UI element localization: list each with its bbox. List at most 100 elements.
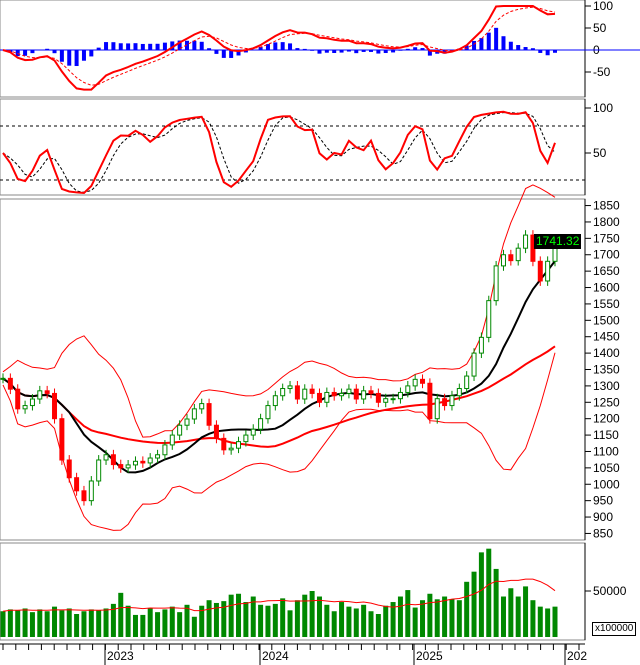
- candle-body: [508, 254, 514, 262]
- macd-histogram-bar: [346, 50, 351, 52]
- price-axis-1750-label: 1750: [593, 231, 620, 245]
- price-axis-1550-label: 1550: [593, 297, 620, 311]
- volume-bar: [265, 605, 271, 637]
- macd-histogram-bar: [427, 50, 432, 56]
- macd-histogram-bar: [405, 48, 410, 50]
- x-axis-label-202: 202: [567, 649, 587, 663]
- candle-body: [442, 398, 448, 407]
- macd-histogram-bar: [273, 42, 278, 50]
- macd-histogram-bar: [530, 48, 535, 50]
- candle-body: [7, 377, 13, 390]
- volume-bar: [464, 581, 470, 637]
- candle-body: [88, 480, 94, 502]
- volume-bar: [434, 599, 440, 637]
- volume-bar: [243, 602, 249, 637]
- price-axis-1150-label: 1150: [593, 428, 619, 442]
- macd-histogram-bar: [111, 42, 116, 50]
- x-axis-label-2023: 2023: [107, 649, 134, 663]
- volume-bar: [456, 600, 462, 637]
- macd-histogram-bar: [81, 50, 86, 61]
- volume-bar: [206, 600, 212, 637]
- macd-histogram-bar: [59, 50, 64, 62]
- price-axis-850-label: 850: [593, 526, 613, 540]
- volume-bar: [0, 611, 6, 637]
- volume-bar: [383, 605, 389, 637]
- candle-body: [250, 428, 256, 436]
- x-axis-label-2025: 2025: [416, 649, 443, 663]
- candle-body: [44, 390, 50, 394]
- volume-bar: [530, 600, 536, 637]
- volume-bar: [88, 609, 94, 637]
- macd-histogram-bar: [89, 50, 94, 57]
- volume-bar: [346, 606, 352, 637]
- volume-bar: [478, 552, 484, 637]
- macd-histogram-bar: [413, 47, 418, 50]
- volume-bar: [339, 602, 345, 637]
- macd-histogram-bar: [199, 41, 204, 50]
- volume-bar: [177, 612, 183, 637]
- ma-fast-line: [2, 260, 556, 474]
- macd-histogram-bar: [523, 47, 528, 50]
- macd-histogram-bar: [295, 48, 300, 50]
- candle-body: [390, 398, 396, 401]
- macd-histogram-bar: [553, 50, 557, 53]
- volume-bar: [162, 609, 168, 637]
- candle-body: [140, 460, 146, 464]
- price-axis-1000-label: 1000: [593, 477, 620, 491]
- volume-bar: [110, 603, 116, 637]
- candle-body: [449, 395, 455, 407]
- macd-histogram-bar: [133, 43, 138, 50]
- macd-histogram-bar: [104, 42, 109, 50]
- macd-histogram-bar: [472, 40, 477, 50]
- candle-body: [331, 391, 337, 397]
- volume-bar: [331, 611, 337, 637]
- candle-body: [420, 378, 426, 384]
- macd-axis--50-label: -50: [593, 65, 611, 79]
- panel-frame-2: [0, 198, 586, 541]
- macd-histogram-bar: [162, 42, 167, 50]
- candle-body: [81, 490, 87, 502]
- macd-histogram-bar: [288, 43, 293, 50]
- macd-histogram-bar: [140, 43, 145, 50]
- volume-bar: [493, 568, 499, 637]
- macd-histogram-bar: [324, 50, 329, 53]
- price-axis-1650-label: 1650: [593, 264, 620, 278]
- volume-bar: [66, 608, 72, 637]
- price-axis-1100-label: 1100: [593, 444, 619, 458]
- macd-histogram-bar: [243, 50, 248, 53]
- candle-body: [52, 392, 58, 420]
- volume-bar: [140, 614, 146, 637]
- macd-histogram-bar: [302, 48, 307, 50]
- volume-bar: [442, 596, 448, 637]
- volume-bar: [37, 609, 43, 637]
- volume-bar: [500, 596, 506, 637]
- volume-bar: [272, 603, 278, 637]
- volume-bar: [7, 609, 13, 637]
- volume-bar: [236, 593, 242, 637]
- candle-body: [353, 388, 359, 400]
- macd-histogram-bar: [74, 50, 79, 67]
- x-axis-label-2024: 2024: [262, 649, 289, 663]
- volume-bar: [361, 604, 367, 637]
- price-axis-900-label: 900: [593, 510, 613, 524]
- candle-body: [103, 454, 109, 461]
- macd-histogram-bar: [376, 50, 381, 54]
- volume-bar: [287, 610, 293, 637]
- candle-body: [243, 434, 249, 443]
- macd-histogram-bar: [391, 50, 396, 53]
- candle-body: [361, 390, 367, 400]
- volume-bar: [169, 606, 175, 637]
- volume-bar: [515, 596, 521, 637]
- candle-body: [287, 385, 293, 390]
- candle-body: [280, 388, 286, 397]
- macd-histogram-bar: [508, 41, 513, 50]
- macd-histogram-bar: [494, 27, 499, 50]
- volume-unit-label: x100000: [592, 622, 637, 636]
- candle-body: [228, 447, 234, 451]
- candle-body: [500, 254, 506, 267]
- volume-bar: [294, 600, 300, 637]
- volume-bar: [103, 608, 109, 637]
- volume-bar: [228, 594, 234, 637]
